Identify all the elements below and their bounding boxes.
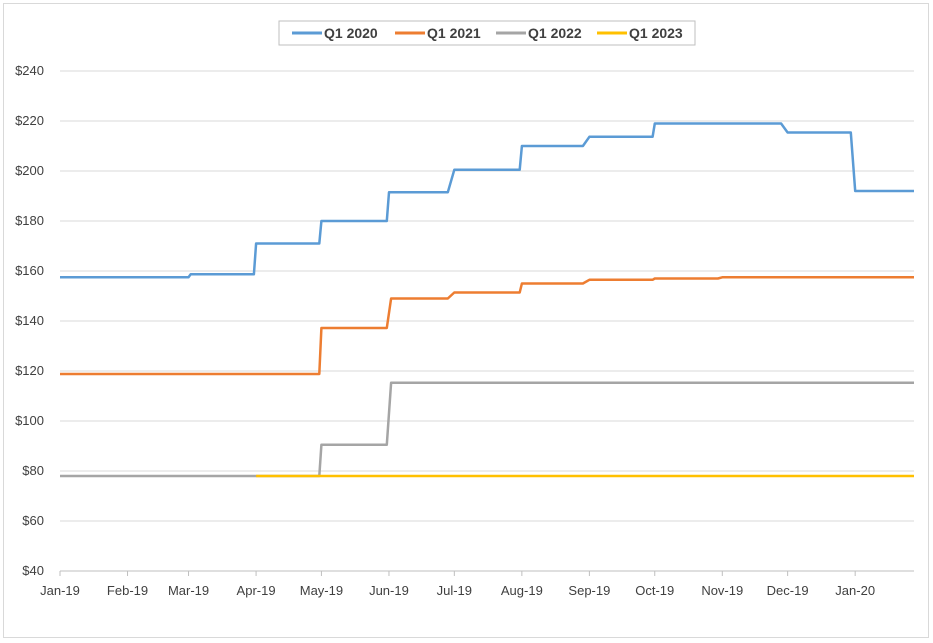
x-tick-label: Sep-19 [568, 583, 610, 598]
y-tick-label: $200 [15, 163, 44, 178]
y-tick-label: $100 [15, 413, 44, 428]
legend-box [278, 20, 696, 46]
series-line-2 [60, 276, 914, 376]
x-tick-label: Nov-19 [701, 583, 743, 598]
legend-label: Q1 2023 [629, 25, 683, 41]
y-tick-label: $180 [15, 213, 44, 228]
y-tick-label: $160 [15, 263, 44, 278]
y-tick-label: $220 [15, 113, 44, 128]
legend: Q1 2020 Q1 2021 Q1 2022 Q1 2023 [278, 20, 696, 46]
y-tick-label: $40 [22, 563, 44, 578]
x-tick-label: Oct-19 [635, 583, 674, 598]
x-tick-label: Dec-19 [767, 583, 809, 598]
x-tick-label: Jul-19 [437, 583, 472, 598]
x-tick-label: Aug-19 [501, 583, 543, 598]
series-line-3 [60, 381, 914, 478]
gridlines [60, 70, 914, 522]
y-tick-label: $120 [15, 363, 44, 378]
y-tick-label: $140 [15, 313, 44, 328]
x-tick-label: Jan-19 [40, 583, 80, 598]
x-tick-label: Jan-20 [835, 583, 875, 598]
axes: $40 $60 $80 $100 $120 $140 $160 $180 $200 $220 $24… [15, 63, 914, 598]
series-lines [60, 122, 914, 478]
x-tick-label: Jun-19 [369, 583, 409, 598]
legend-label: Q1 2021 [427, 25, 481, 41]
series-line-1 [60, 122, 914, 279]
legend-label: Q1 2020 [324, 25, 378, 41]
x-tick-label: Feb-19 [107, 583, 148, 598]
y-tick-label: $60 [22, 513, 44, 528]
x-tick-label: Mar-19 [168, 583, 209, 598]
x-tick-label: Apr-19 [237, 583, 276, 598]
y-tick-label: $80 [22, 463, 44, 478]
legend-label: Q1 2022 [528, 25, 582, 41]
y-tick-label: $240 [15, 63, 44, 78]
x-tick-label: May-19 [300, 583, 343, 598]
